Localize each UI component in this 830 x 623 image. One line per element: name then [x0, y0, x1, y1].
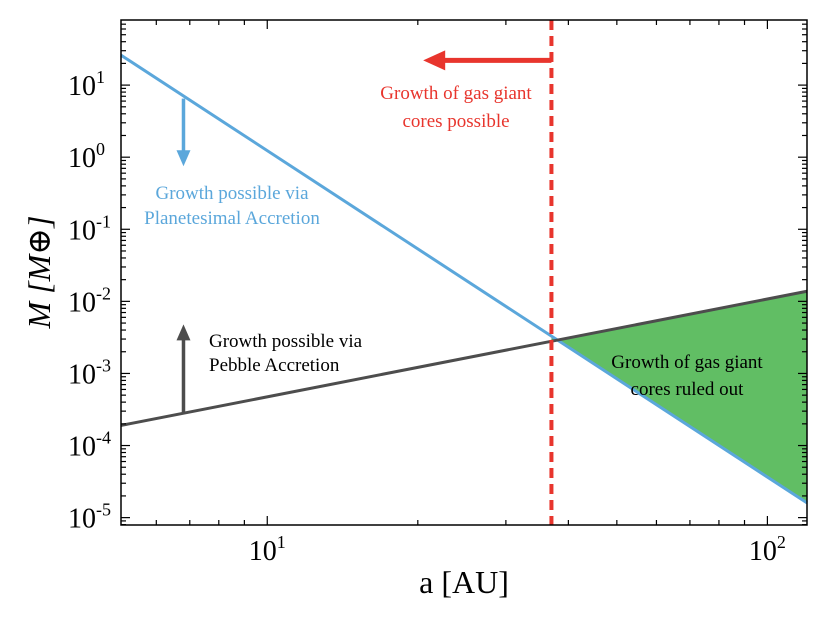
plot-area	[120, 20, 808, 525]
annotation-ruled-out-2: cores ruled out	[631, 379, 745, 400]
annotation-planetesimal-1: Growth possible via	[155, 183, 309, 204]
x-axis-label: a [AU]	[419, 564, 509, 600]
axis-ticks: 101 102 101 100 10-1 10-2 10-3 10-4 10-5	[68, 20, 807, 567]
annotation-gas-possible-1: Growth of gas giant	[380, 83, 532, 104]
plot-frame	[120, 19, 808, 526]
y-tick-label: 10-5	[68, 500, 111, 535]
gray-arrow	[176, 324, 191, 413]
annotation-pebble-2: Pebble Accretion	[209, 355, 340, 376]
annotation-ruled-out-1: Growth of gas giant	[611, 352, 763, 373]
y-tick-label: 10-1	[68, 211, 111, 246]
y-tick-label: 10-3	[68, 355, 111, 390]
x-tick-label: 102	[749, 532, 786, 567]
planetesimal-limit-line	[120, 53, 808, 505]
annotation-planetesimal-2: Planetesimal Accretion	[144, 208, 320, 229]
ruled-out-region	[551, 291, 807, 503]
pebble-limit-line	[120, 289, 808, 427]
y-tick-label: 101	[68, 67, 105, 102]
annotations: Growth of gas giant cores possible Growth …	[144, 83, 763, 400]
y-tick-label: 100	[68, 139, 105, 174]
blue-arrow	[176, 98, 191, 167]
x-tick-label: 101	[249, 532, 286, 567]
annotation-pebble-1: Growth possible via	[209, 331, 363, 352]
y-tick-label: 10-4	[68, 428, 111, 463]
annotation-gas-possible-2: cores possible	[402, 111, 509, 132]
red-arrow	[423, 50, 552, 71]
y-axis-label: M [M⊕]	[21, 215, 57, 329]
y-tick-label: 10-2	[68, 283, 111, 318]
